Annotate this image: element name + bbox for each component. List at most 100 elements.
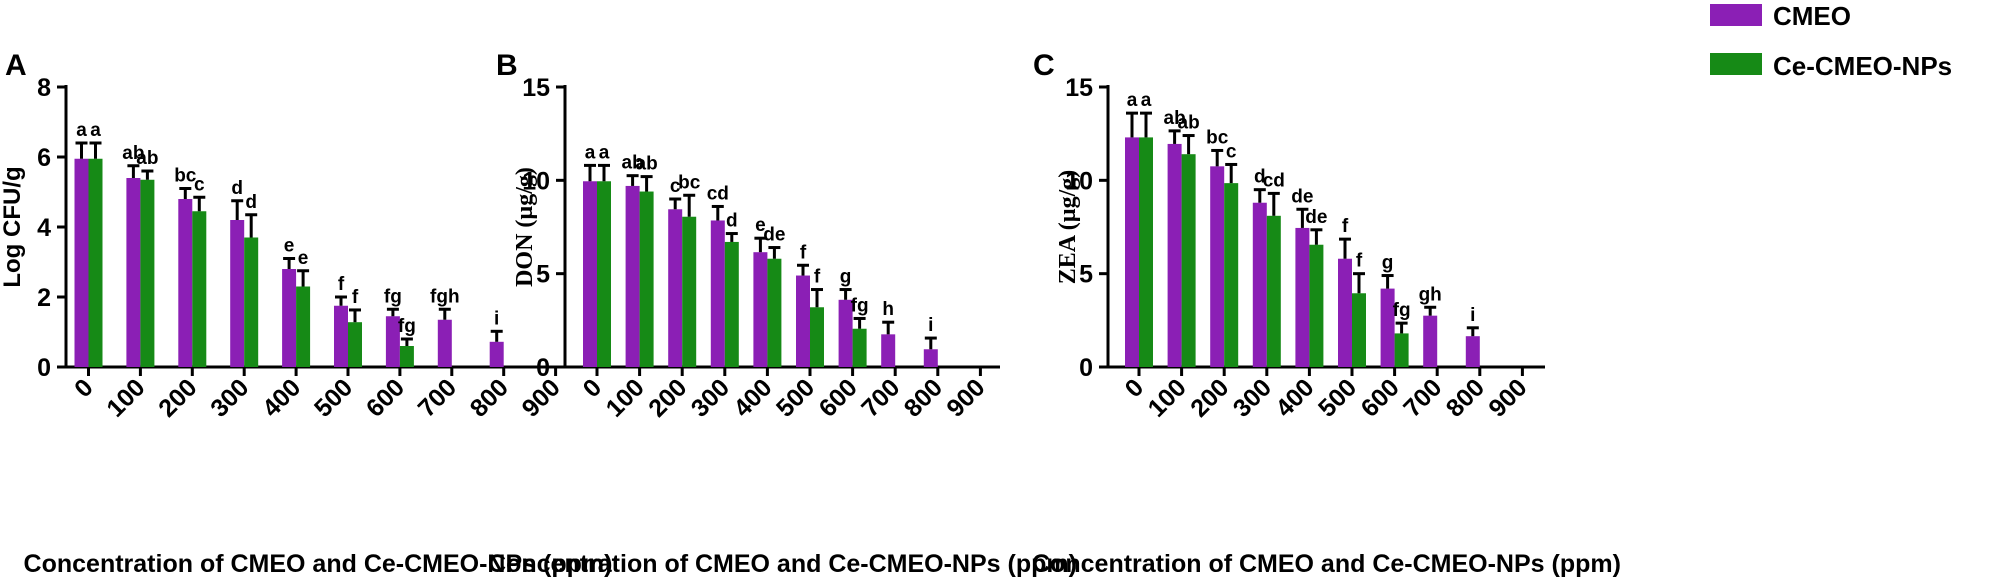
legend: CMEO Ce-CMEO-NPs (1710, 1, 1952, 81)
y-tick-label: 0 (1079, 354, 1093, 382)
significance-label: bc (678, 172, 701, 193)
x-tick-label: 900 (941, 373, 990, 422)
significance-label: de (1305, 207, 1327, 228)
bar-ce-cmeo-nps (192, 211, 207, 367)
x-tick-label: 0 (69, 373, 99, 403)
significance-label: d (726, 211, 738, 232)
y-tick-label: 8 (37, 74, 51, 102)
y-axis-label: ZEA (µg/g) (1055, 170, 1081, 285)
x-tick-label: 300 (686, 373, 735, 422)
bar-cmeo (1252, 202, 1267, 367)
significance-label: bc (1206, 127, 1229, 148)
significance-label: e (284, 236, 295, 257)
x-tick-label: 700 (856, 373, 905, 422)
y-tick-label: 0 (37, 354, 51, 382)
bar-cmeo (881, 334, 896, 367)
bar-cmeo (230, 220, 245, 367)
y-axis-label: DON (µg/g) (512, 167, 538, 287)
bar-cmeo (838, 299, 853, 367)
x-tick-label: 100 (1143, 373, 1192, 422)
bar-ce-cmeo-nps (1139, 137, 1153, 367)
significance-label: d (245, 192, 257, 213)
x-tick-label: 100 (601, 373, 650, 422)
legend-swatch-cmeo (1710, 4, 1762, 26)
bar-cmeo (1167, 143, 1182, 367)
bar-ce-cmeo-nps (1352, 293, 1366, 367)
significance-label: de (763, 225, 785, 246)
significance-label: a (1141, 90, 1152, 111)
significance-label: h (882, 299, 894, 320)
legend-swatch-ce-cmeo-nps (1710, 53, 1762, 75)
x-tick-label: 200 (153, 373, 202, 422)
bar-cmeo (1295, 227, 1310, 367)
significance-label: ab (636, 154, 658, 175)
x-tick-label: 600 (814, 373, 863, 422)
y-tick-label: 6 (37, 144, 51, 172)
bar-cmeo (1423, 315, 1438, 367)
bar-ce-cmeo-nps (852, 328, 867, 367)
significance-label: a (1127, 90, 1138, 111)
significance-label: g (840, 267, 852, 288)
bar-cmeo (385, 316, 400, 367)
significance-label: a (585, 142, 596, 163)
x-tick-label: 800 (899, 373, 948, 422)
y-tick-label: 10 (1065, 167, 1093, 195)
bar-ce-cmeo-nps (1394, 333, 1409, 367)
x-tick-label: 400 (257, 373, 306, 422)
x-tick-label: 800 (465, 373, 514, 422)
legend-label-cmeo: CMEO (1773, 1, 1851, 31)
bar-ce-cmeo-nps (682, 216, 697, 367)
bar-cmeo (437, 319, 452, 367)
x-tick-label: 600 (361, 373, 410, 422)
bar-cmeo (178, 199, 193, 367)
significance-label: ab (1178, 113, 1200, 134)
significance-label: d (231, 178, 243, 199)
bar-ce-cmeo-nps (1266, 215, 1281, 367)
bar-ce-cmeo-nps (810, 307, 824, 367)
x-axis-title: Concentration of CMEO and Ce-CMEO-NPs (p… (1032, 550, 1621, 578)
significance-label: c (1226, 141, 1237, 162)
significance-label: ab (136, 148, 158, 169)
bar-ce-cmeo-nps (244, 237, 259, 367)
bar-cmeo (1465, 336, 1480, 367)
bar-ce-cmeo-nps (767, 258, 782, 367)
significance-label: f (800, 242, 807, 263)
significance-label: fg (1393, 300, 1411, 321)
significance-label: f (814, 267, 821, 288)
significance-label: e (298, 248, 309, 269)
y-tick-label: 5 (536, 261, 550, 289)
significance-label: de (1291, 186, 1313, 207)
significance-label: fgh (430, 286, 460, 307)
significance-label: bc (174, 166, 197, 187)
bar-ce-cmeo-nps (140, 179, 155, 367)
bar-cmeo (923, 349, 938, 367)
significance-label: f (1342, 216, 1349, 237)
bar-ce-cmeo-nps (1181, 154, 1196, 367)
bar-ce-cmeo-nps (348, 322, 362, 367)
x-tick-label: 200 (643, 373, 692, 422)
x-tick-label: 400 (728, 373, 777, 422)
x-axis-title: Concentration of CMEO and Ce-CMEO-NPs (p… (488, 550, 1077, 578)
significance-label: cd (707, 183, 729, 204)
significance-label: d (1254, 167, 1266, 188)
significance-label: f (352, 287, 359, 308)
significance-label: i (494, 308, 499, 329)
x-tick-label: 300 (1228, 373, 1277, 422)
significance-label: fg (398, 316, 416, 337)
x-tick-label: 800 (1441, 373, 1490, 422)
bar-cmeo (796, 275, 810, 367)
bar-ce-cmeo-nps (399, 346, 414, 367)
significance-label: fg (384, 286, 402, 307)
y-tick-label: 4 (37, 214, 51, 242)
y-tick-label: 2 (37, 284, 51, 312)
x-tick-label: 500 (309, 373, 358, 422)
x-tick-label: 0 (1120, 373, 1150, 403)
x-tick-label: 0 (578, 373, 608, 403)
significance-label: g (1382, 253, 1394, 274)
bar-ce-cmeo-nps (639, 191, 654, 367)
